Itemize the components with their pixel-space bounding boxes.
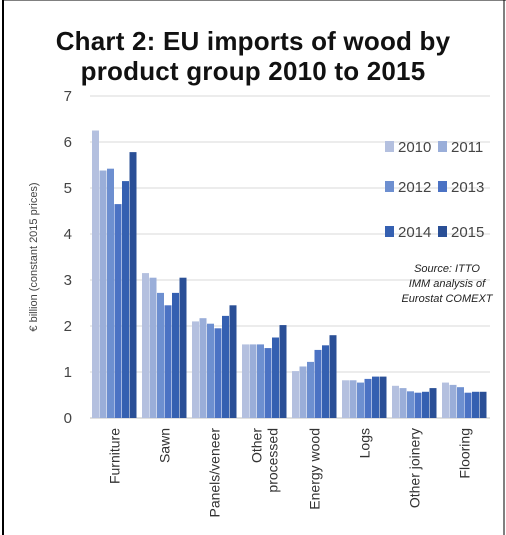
bar-2015 <box>279 325 287 418</box>
bar-2012 <box>257 344 264 418</box>
legend-label-2013: 2013 <box>451 179 484 196</box>
bar-2012 <box>357 382 364 418</box>
bar-2012 <box>307 361 314 418</box>
bar-2015 <box>129 152 137 418</box>
x-category-label: Sawn <box>157 428 173 463</box>
x-category-label: Flooring <box>457 428 473 479</box>
bar-2010 <box>392 385 399 418</box>
bar-2014 <box>122 181 129 418</box>
bar-2010 <box>292 371 299 418</box>
x-category-label: Panels/veneer <box>207 428 223 518</box>
bar-2014 <box>472 391 479 418</box>
bar-2015 <box>179 277 187 418</box>
source-annotation: IMM analysis of <box>409 278 486 290</box>
bar-2010 <box>342 380 349 418</box>
bar-2014 <box>172 292 179 418</box>
y-tick-label: 7 <box>64 88 72 105</box>
bar-2010 <box>242 344 249 418</box>
bar-2011 <box>99 170 107 418</box>
legend-swatch-2010 <box>385 141 394 152</box>
legend-swatch-2013 <box>438 181 447 192</box>
legend-swatch-2012 <box>385 181 394 192</box>
bar-2014 <box>272 337 279 418</box>
bar-2010 <box>192 321 199 418</box>
legend-label-2011: 2011 <box>451 139 483 156</box>
source-annotation: Source: ITTO <box>414 263 480 275</box>
x-category-label: Logs <box>357 428 373 458</box>
bar-2011 <box>399 388 407 418</box>
y-axis-label: € billion (constant 2015 prices) <box>28 182 40 331</box>
bar-2015 <box>229 305 237 418</box>
bar-2012 <box>107 168 114 418</box>
bar-2012 <box>157 292 164 418</box>
bar-2011 <box>149 277 157 418</box>
bar-2015 <box>379 376 387 418</box>
legend-label-2015: 2015 <box>451 224 484 241</box>
bar-2011 <box>449 384 457 418</box>
x-category-label: Other <box>249 428 265 463</box>
legend-swatch-2011 <box>438 141 447 152</box>
bar-2011 <box>249 344 257 418</box>
bar-2013 <box>114 204 122 418</box>
bar-2010 <box>142 273 149 418</box>
y-tick-label: 0 <box>64 410 72 427</box>
y-tick-label: 4 <box>64 226 72 243</box>
y-tick-label: 6 <box>64 134 72 151</box>
bar-2013 <box>464 392 472 418</box>
legend-swatch-2014 <box>385 226 394 237</box>
chart-title-line-1: Chart 2: EU imports of wood by <box>55 26 451 56</box>
bar-2013 <box>314 349 322 418</box>
x-category-label: Other joinery <box>407 428 423 508</box>
bar-2010 <box>442 382 449 418</box>
bar-2015 <box>329 335 337 418</box>
y-tick-label: 1 <box>64 364 72 381</box>
legend-label-2014: 2014 <box>398 224 431 241</box>
bar-2012 <box>207 323 214 418</box>
bar-2011 <box>299 366 307 418</box>
source-annotation: Eurostat COMEXT <box>401 293 493 305</box>
bar-2014 <box>322 345 329 418</box>
bar-2013 <box>414 392 422 418</box>
bar-2014 <box>222 315 229 418</box>
bar-2015 <box>429 388 437 418</box>
chart-title-line-2: product group 2010 to 2015 <box>80 56 426 86</box>
bar-2012 <box>457 387 464 418</box>
bar-2013 <box>264 348 272 418</box>
legend-label-2012: 2012 <box>398 179 431 196</box>
bar-2015 <box>479 391 487 418</box>
bar-2014 <box>372 376 379 418</box>
x-category-label: Energy wood <box>307 428 323 510</box>
bar-2011 <box>349 380 357 418</box>
bar-2010 <box>92 130 99 418</box>
bar-2013 <box>164 305 172 418</box>
x-category-label: Furniture <box>107 428 123 484</box>
bar-2013 <box>364 378 372 418</box>
legend-swatch-2015 <box>438 226 447 237</box>
y-tick-label: 3 <box>64 272 72 289</box>
bar-2013 <box>214 328 222 418</box>
x-category-label: processed <box>265 428 281 493</box>
y-tick-label: 2 <box>64 318 72 335</box>
bar-2011 <box>199 318 207 418</box>
bar-2014 <box>422 391 429 418</box>
legend-label-2010: 2010 <box>398 139 431 156</box>
y-tick-label: 5 <box>64 180 72 197</box>
bar-2012 <box>407 391 414 418</box>
